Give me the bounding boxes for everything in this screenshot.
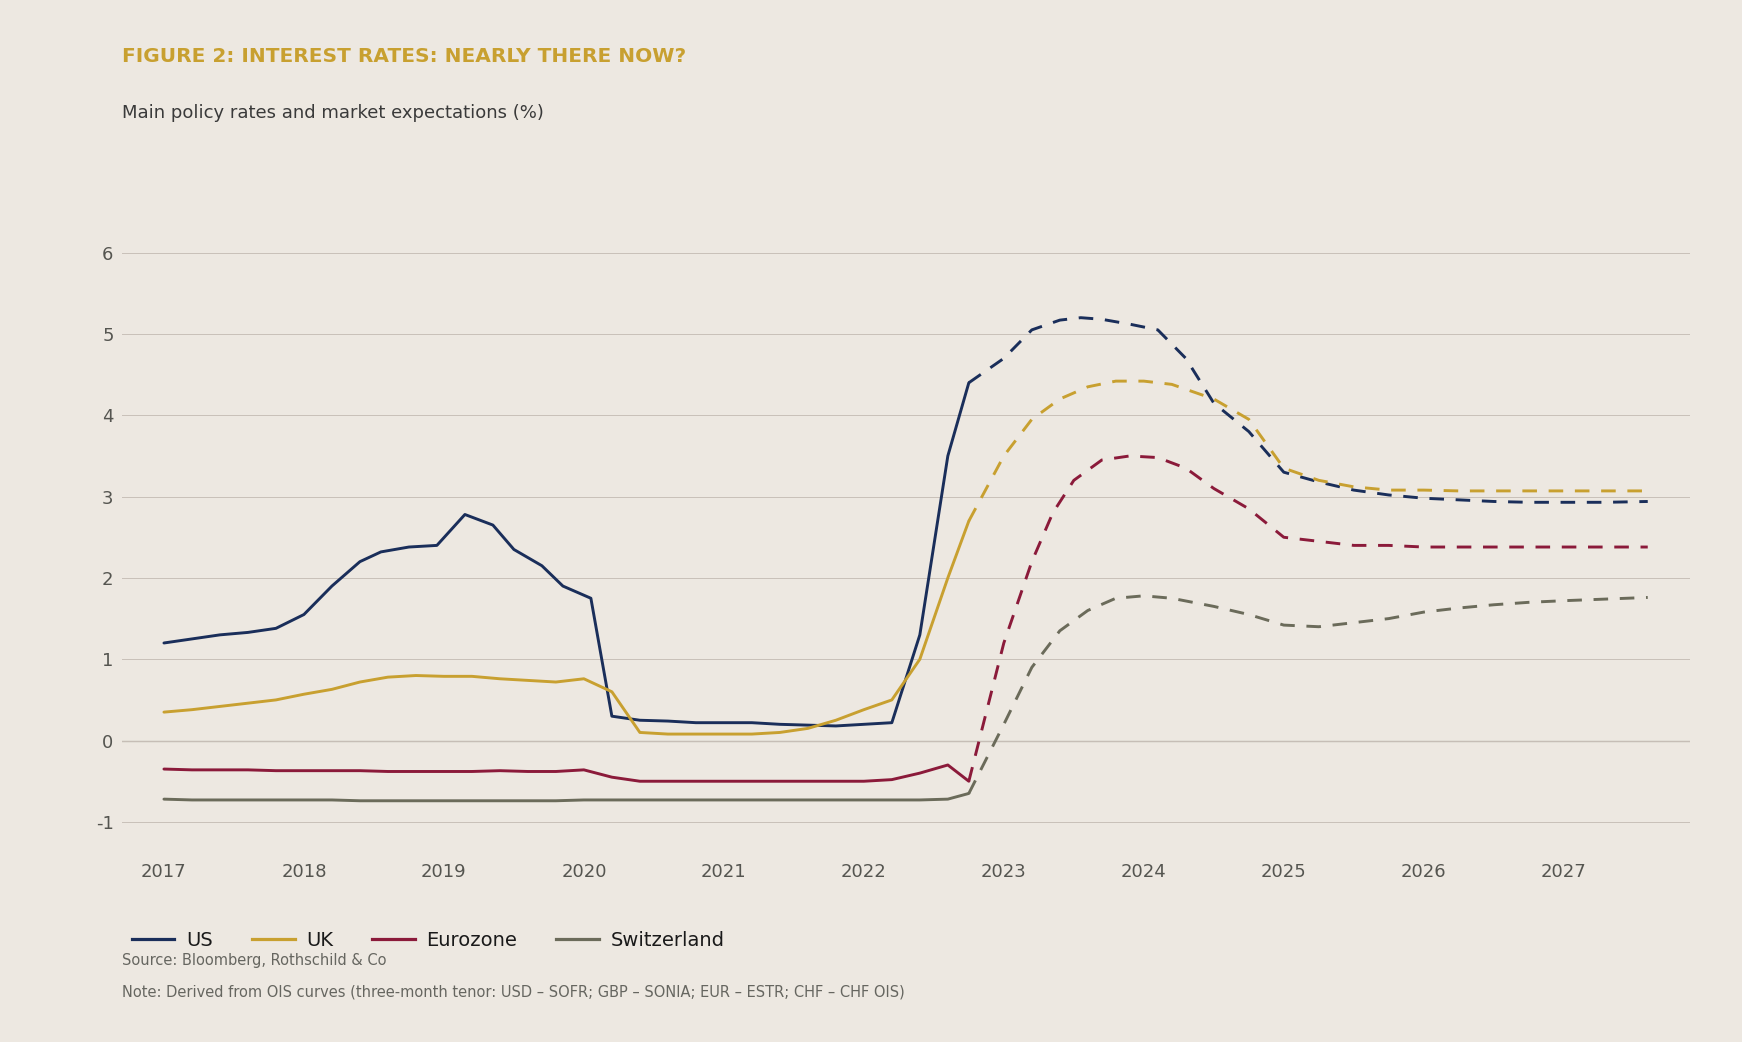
Legend: US, UK, Eurozone, Switzerland: US, UK, Eurozone, Switzerland <box>132 931 725 950</box>
Text: Main policy rates and market expectations (%): Main policy rates and market expectation… <box>122 104 544 122</box>
Text: FIGURE 2: INTEREST RATES: NEARLY THERE NOW?: FIGURE 2: INTEREST RATES: NEARLY THERE N… <box>122 47 686 66</box>
Text: Note: Derived from OIS curves (three-month tenor: USD – SOFR; GBP – SONIA; EUR –: Note: Derived from OIS curves (three-mon… <box>122 985 904 999</box>
Text: Source: Bloomberg, Rothschild & Co: Source: Bloomberg, Rothschild & Co <box>122 953 387 968</box>
